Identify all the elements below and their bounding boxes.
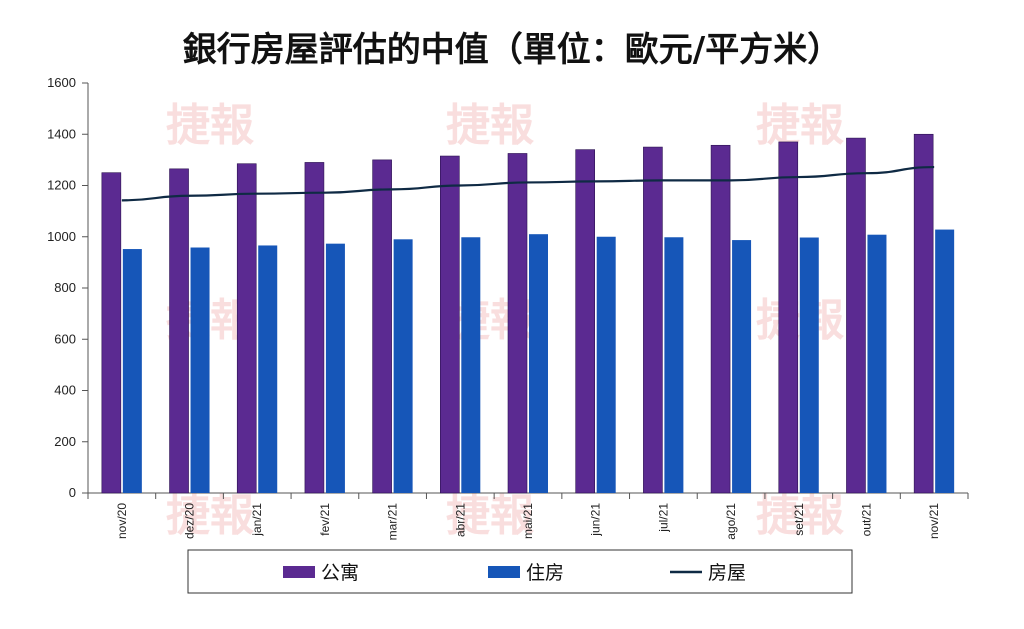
x-tick-label: nov/20 <box>115 503 129 539</box>
bars-layer <box>101 133 955 494</box>
x-tick-label: set/21 <box>792 503 806 536</box>
line-property <box>121 165 935 202</box>
chart-title: 銀行房屋評估的中值（單位：歐元/平方米） <box>182 30 842 70</box>
watermark-text: 捷報 <box>166 100 254 151</box>
bar-apartment <box>236 163 257 494</box>
bar-house <box>596 236 616 493</box>
x-tick-label: abr/21 <box>453 503 467 537</box>
x-tick-label: mai/21 <box>521 503 535 539</box>
x-tick-label: mar/21 <box>386 503 400 541</box>
legend: 公寓 住房 房屋 <box>187 549 853 594</box>
x-tick-label: ago/21 <box>724 503 738 540</box>
bar-house <box>190 247 210 493</box>
bar-house <box>664 237 684 493</box>
watermark-text: 捷報 <box>756 490 844 541</box>
bar-apartment <box>507 153 528 494</box>
x-tick-label: jun/21 <box>589 503 603 537</box>
x-tick-label: jan/21 <box>250 503 264 537</box>
bar-apartment <box>440 155 460 494</box>
bar-house <box>732 240 752 493</box>
bar-apartment <box>778 141 799 494</box>
x-tick-label: jul/21 <box>656 503 670 533</box>
x-tick-label: dez/20 <box>183 503 197 539</box>
watermark-text: 捷報 <box>446 490 534 541</box>
axes-layer: 0 200 400 600 800 1000 1200 1400 1600 nov/20 dez/2… <box>47 75 969 541</box>
bar-apartment <box>643 146 663 494</box>
y-tick-label: 1400 <box>47 126 76 141</box>
y-tick-label: 0 <box>69 485 76 500</box>
bar-house <box>258 245 278 493</box>
bar-apartment <box>575 149 595 494</box>
bar-apartment <box>846 137 866 494</box>
bar-house <box>461 237 481 493</box>
bar-house <box>935 229 955 493</box>
legend-label: 公寓 <box>321 562 359 584</box>
bar-apartment <box>372 159 392 494</box>
watermark-text: 捷報 <box>756 100 844 151</box>
bar-apartment <box>710 144 731 494</box>
bar-apartment <box>101 172 122 494</box>
bar-apartment <box>913 133 934 494</box>
y-tick-label: 600 <box>54 331 76 346</box>
y-tick-label: 200 <box>54 434 76 449</box>
bar-apartment <box>169 168 189 494</box>
legend-swatch-house <box>488 566 520 578</box>
bar-house <box>799 237 819 493</box>
bar-apartment <box>304 162 325 494</box>
x-tick-label: fev/21 <box>318 503 332 536</box>
legend-label: 房屋 <box>708 562 746 584</box>
bar-house <box>393 239 413 493</box>
bar-house <box>325 243 345 493</box>
watermark-text: 捷報 <box>166 490 254 541</box>
legend-label: 住房 <box>526 562 564 584</box>
y-tick-label: 1200 <box>47 178 76 193</box>
watermark-text: 捷報 <box>446 100 534 151</box>
y-tick-label: 1000 <box>47 229 76 244</box>
bar-house <box>122 249 142 493</box>
legend-swatch-apartment <box>283 566 315 578</box>
bar-house <box>529 234 548 493</box>
y-tick-label: 800 <box>54 280 76 295</box>
x-tick-label: nov/21 <box>927 503 941 539</box>
bar-house <box>867 234 887 493</box>
x-tick-label: out/21 <box>859 503 873 537</box>
y-tick-label: 1600 <box>47 75 76 90</box>
line-layer <box>121 165 935 202</box>
y-tick-label: 400 <box>54 383 76 398</box>
